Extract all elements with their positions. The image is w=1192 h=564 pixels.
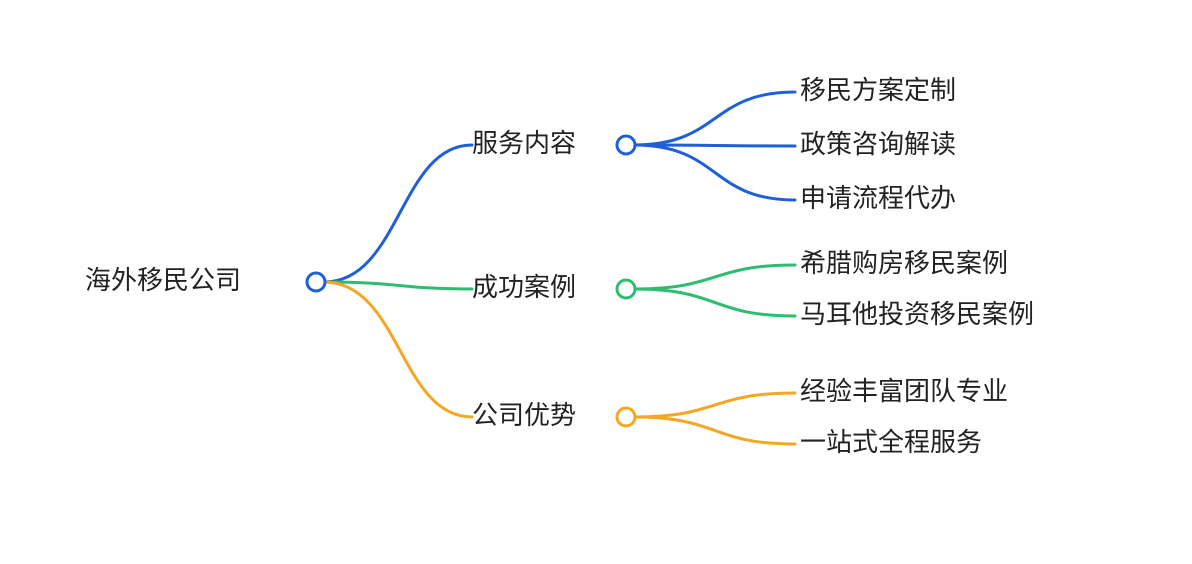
branch-edge [324, 145, 472, 282]
leaf-edge [634, 393, 795, 417]
branch-label: 服务内容 [472, 128, 576, 158]
leaf-label: 申请流程代办 [800, 183, 956, 213]
root-label: 海外移民公司 [85, 265, 241, 295]
leaf-label: 马耳他投资移民案例 [800, 299, 1034, 329]
leaf-edge [634, 417, 795, 444]
leaf-label: 政策咨询解读 [800, 129, 956, 159]
leaf-label: 移民方案定制 [800, 75, 956, 105]
branch-node [617, 136, 635, 154]
branch-label: 公司优势 [472, 400, 576, 430]
mindmap-diagram: 海外移民公司 服务内容 移民方案定制政策咨询解读申请流程代办成功案例 希腊购房移民案例… [0, 0, 1192, 564]
leaf-edge [634, 289, 795, 316]
root-node [307, 273, 325, 291]
leaf-label: 经验丰富团队专业 [800, 376, 1008, 406]
branch-node [617, 408, 635, 426]
leaf-edge [634, 145, 795, 200]
branch-node [617, 280, 635, 298]
leaf-label: 一站式全程服务 [800, 427, 982, 457]
leaf-label: 希腊购房移民案例 [800, 248, 1008, 278]
leaf-edge [634, 265, 795, 289]
leaf-edge [634, 92, 795, 145]
branch-edge [324, 282, 472, 417]
branch-label: 成功案例 [472, 272, 576, 302]
